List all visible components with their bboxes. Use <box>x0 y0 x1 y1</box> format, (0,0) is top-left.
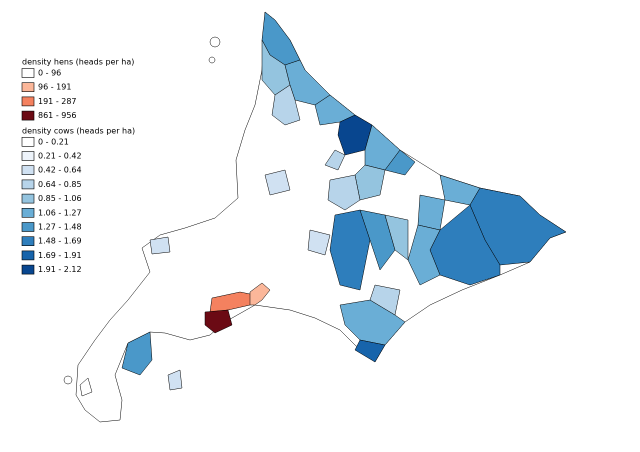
legend-swatch <box>21 179 35 190</box>
legend-swatch <box>21 137 35 147</box>
region <box>284 59 331 106</box>
region <box>121 331 153 376</box>
legend-swatch <box>21 193 35 204</box>
region <box>327 174 361 211</box>
region <box>149 236 171 255</box>
legend-label: 1.06 - 1.27 <box>38 208 82 217</box>
region <box>271 84 301 126</box>
legend-title: density cows (heads per ha) <box>22 126 135 135</box>
legend-swatch <box>21 236 35 246</box>
legend-label: 1.69 - 1.91 <box>38 251 82 260</box>
island <box>209 36 221 48</box>
legend: density hens (heads per ha) 0 - 96 96 - 19… <box>21 58 135 275</box>
region <box>359 209 396 271</box>
region <box>314 94 356 126</box>
region <box>324 149 346 171</box>
legend-label: 0 - 96 <box>38 69 61 78</box>
legend-swatch <box>21 68 35 78</box>
legend-label: 1.91 - 2.12 <box>38 265 82 274</box>
legend-label: 191 - 287 <box>38 97 77 106</box>
region <box>249 282 271 306</box>
region <box>354 164 386 201</box>
legend-label: 0.21 - 0.42 <box>38 152 82 161</box>
region <box>79 377 93 397</box>
legend-label: 0 - 0.21 <box>38 137 69 146</box>
region <box>417 194 446 231</box>
legend-swatch <box>21 110 35 121</box>
region <box>204 309 233 334</box>
legend-swatch <box>21 264 35 275</box>
regions <box>63 11 567 423</box>
region <box>354 339 386 363</box>
region <box>384 149 416 176</box>
legend-label: 0.64 - 0.85 <box>38 180 82 189</box>
legend-title: density hens (heads per ha) <box>22 58 134 67</box>
legend-swatch <box>21 222 35 232</box>
region <box>307 229 331 256</box>
island <box>208 56 216 64</box>
legend-label: 0.85 - 1.06 <box>38 194 82 203</box>
legend-swatch <box>21 208 35 218</box>
legend-label: 0.42 - 0.64 <box>38 166 82 175</box>
legend-swatch <box>21 96 35 107</box>
region <box>384 214 409 261</box>
region <box>369 284 401 316</box>
region <box>167 369 183 391</box>
legend-label: 1.48 - 1.69 <box>38 237 82 246</box>
legend-swatch <box>21 250 35 261</box>
legend-swatch <box>21 165 35 175</box>
legend-label: 861 - 956 <box>38 111 77 120</box>
legend-swatch <box>21 82 35 92</box>
region <box>264 169 291 196</box>
legend-swatch <box>21 151 35 161</box>
legend-label: 1.27 - 1.48 <box>38 223 82 232</box>
island <box>63 375 73 385</box>
legend-label: 96 - 191 <box>38 83 71 92</box>
